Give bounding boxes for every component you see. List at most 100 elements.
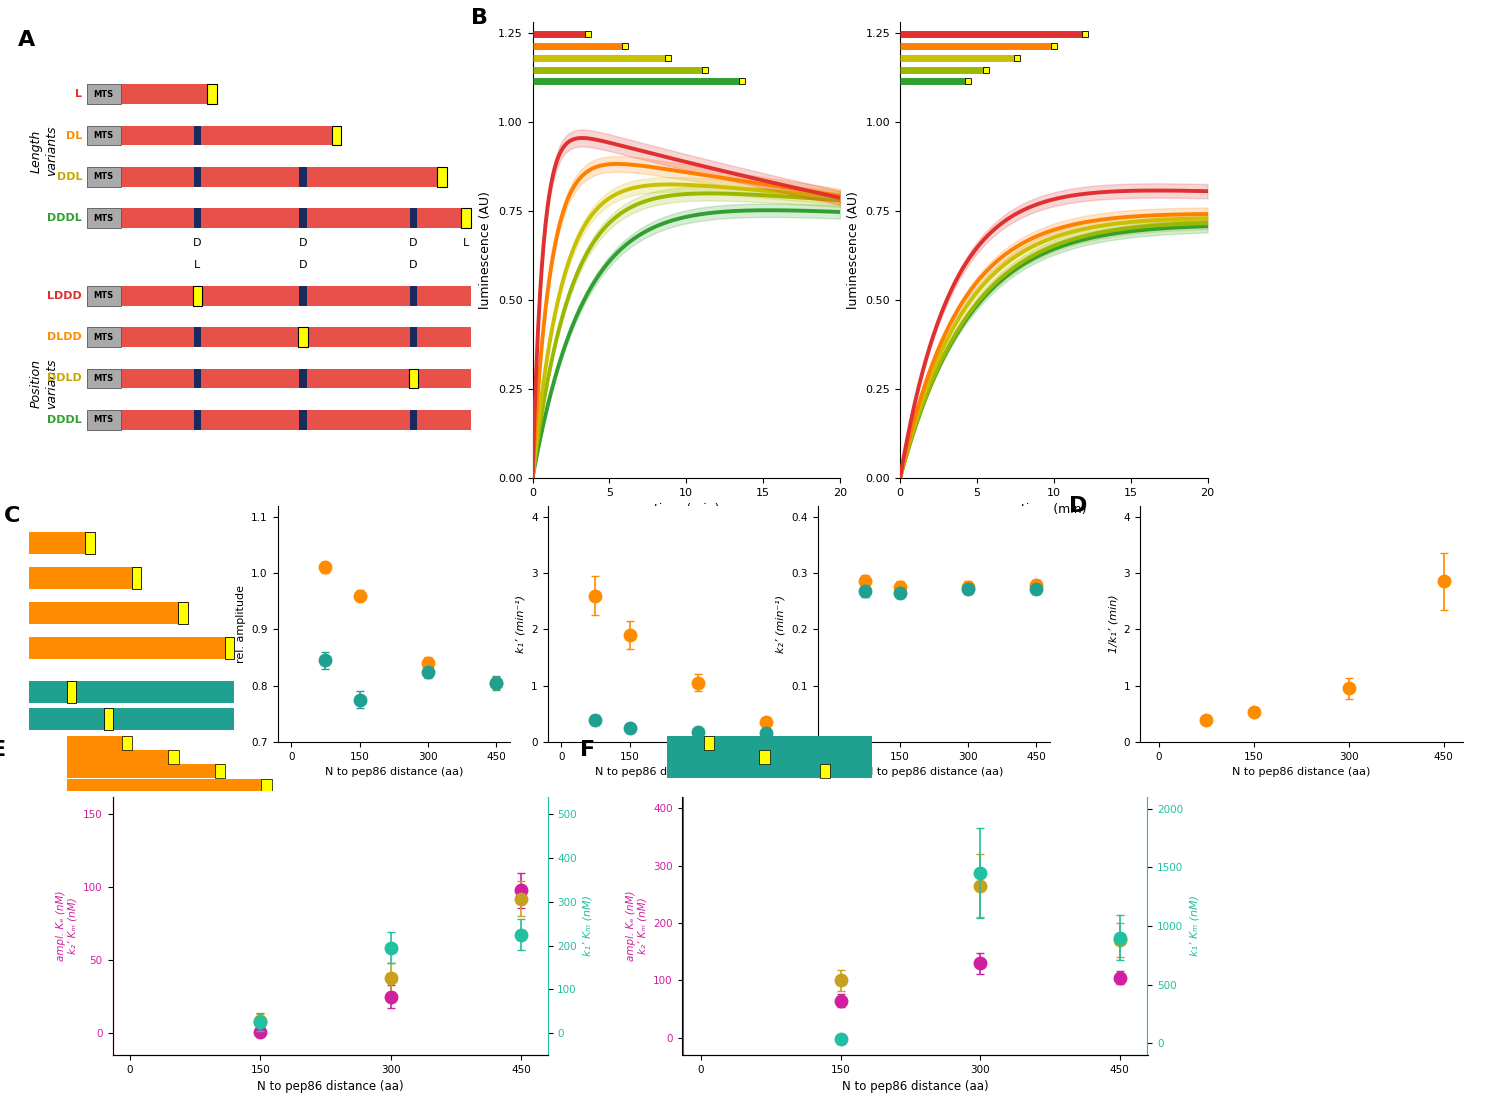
Point [584, 587, 608, 604]
Bar [332, 125, 342, 145]
Bar [408, 368, 419, 388]
Bar [300, 167, 306, 187]
Y-axis label: k₁’ (min⁻¹): k₁’ (min⁻¹) [516, 595, 525, 653]
Y-axis label: 1/k₁’ (min): 1/k₁’ (min) [1108, 595, 1118, 653]
Bar [120, 410, 471, 430]
Text: DDLD: DDLD [48, 374, 82, 384]
Bar [68, 751, 178, 764]
Text: MTS: MTS [93, 374, 114, 382]
Bar [87, 85, 120, 104]
Text: A: A [18, 30, 34, 49]
Point [484, 674, 508, 691]
X-axis label: N to pep86 distance (aa): N to pep86 distance (aa) [1232, 767, 1371, 777]
Point [1024, 580, 1048, 598]
Point [249, 1013, 273, 1031]
Point [249, 1023, 273, 1041]
Point [1107, 929, 1131, 946]
X-axis label: N to pep86 distance (aa): N to pep86 distance (aa) [256, 1080, 404, 1094]
Bar [668, 765, 872, 778]
Point [510, 881, 534, 899]
Bar [192, 286, 202, 306]
Bar [87, 209, 120, 229]
Point [828, 991, 852, 1009]
Point [1242, 703, 1266, 721]
Text: MTS: MTS [93, 415, 114, 424]
Text: C: C [4, 506, 21, 525]
Text: D: D [410, 260, 417, 270]
Point [510, 890, 534, 908]
Point [968, 864, 992, 881]
Text: MTS: MTS [93, 291, 114, 300]
Bar [66, 681, 76, 703]
Bar [30, 602, 188, 624]
Point [348, 691, 372, 709]
Bar [120, 167, 447, 187]
Point [1431, 573, 1455, 590]
Bar [410, 410, 417, 430]
Point [1336, 679, 1360, 697]
Y-axis label: k₁’ Kₘ (nM): k₁’ Kₘ (nM) [1190, 896, 1198, 956]
Bar [194, 209, 201, 229]
X-axis label: N to pep86 distance (aa): N to pep86 distance (aa) [864, 767, 1004, 777]
Bar [410, 328, 417, 347]
Bar [120, 85, 216, 104]
Point [484, 674, 508, 691]
X-axis label: N to pep86 distance (aa): N to pep86 distance (aa) [842, 1080, 989, 1094]
Bar [178, 602, 188, 624]
Point [888, 584, 912, 601]
Bar [87, 125, 120, 145]
Bar [668, 751, 872, 764]
Point [314, 558, 338, 576]
Point [1107, 969, 1131, 987]
Y-axis label: ampl. Kₑ (nM)
k₂’ Kₘ (nM): ampl. Kₑ (nM) k₂’ Kₘ (nM) [626, 890, 648, 962]
Bar [214, 765, 225, 778]
Bar [87, 167, 120, 187]
Text: MTS: MTS [93, 90, 114, 99]
Point [754, 724, 778, 742]
Text: MTS: MTS [93, 333, 114, 342]
Point [416, 663, 440, 680]
Text: LDDD: LDDD [48, 291, 82, 301]
Bar [122, 736, 132, 750]
Text: B: B [471, 9, 488, 29]
Bar [410, 286, 417, 306]
Point [348, 587, 372, 604]
Point [754, 713, 778, 731]
Point [853, 573, 877, 590]
Text: F: F [580, 740, 596, 759]
Point [416, 654, 440, 671]
Y-axis label: luminescence (AU): luminescence (AU) [480, 191, 492, 309]
Y-axis label: ampl. Kₑ (nM)
k₂’ Kₘ (nM): ampl. Kₑ (nM) k₂’ Kₘ (nM) [56, 890, 78, 962]
Bar [120, 368, 471, 388]
Y-axis label: k₁’ Kₘ (nM): k₁’ Kₘ (nM) [582, 896, 592, 956]
Point [956, 580, 980, 598]
Bar [87, 286, 120, 306]
Text: E: E [0, 740, 6, 759]
Point [828, 972, 852, 989]
Bar [87, 410, 120, 430]
Text: D: D [194, 238, 201, 248]
Point [618, 719, 642, 736]
Bar [300, 209, 306, 229]
Bar [194, 167, 201, 187]
Bar [194, 410, 201, 430]
Bar [68, 736, 132, 750]
Point [956, 578, 980, 596]
Point [968, 877, 992, 895]
Bar [87, 368, 120, 388]
Bar [704, 736, 714, 750]
Text: MTS: MTS [93, 214, 114, 223]
Y-axis label: k₂’ (min⁻¹): k₂’ (min⁻¹) [776, 595, 786, 653]
Point [1024, 577, 1048, 595]
Bar [261, 779, 272, 792]
Bar [104, 708, 112, 730]
Point [1194, 712, 1218, 730]
Bar [207, 85, 216, 104]
Point [686, 674, 709, 691]
Point [686, 723, 709, 741]
Bar [86, 532, 94, 554]
Bar [120, 209, 471, 229]
Point [828, 1031, 852, 1048]
Point [380, 988, 404, 1006]
Point [968, 954, 992, 972]
